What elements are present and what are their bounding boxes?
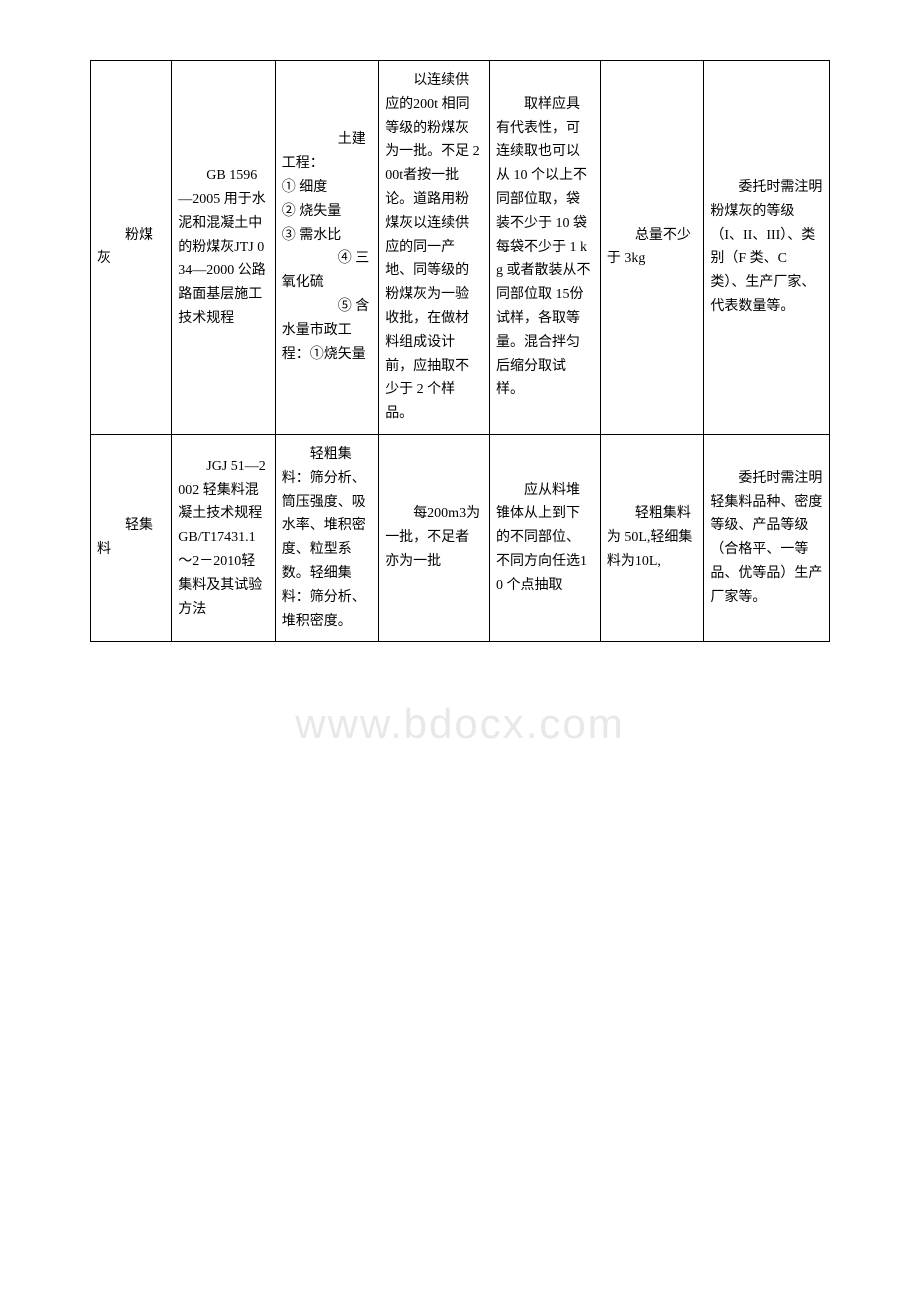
table-cell: 委托时需注明粉煤灰的等级（I、II、III）、类别（F 类、C 类）、生产厂家、… [704,61,830,435]
table-cell: 取样应具有代表性，可连续取也可以从 10 个以上不同部位取，袋装不少于 10 袋… [490,61,601,435]
table-cell: 以连续供应的200t 相同等级的粉煤灰为一批。不足 200t者按一批论。道路用粉… [379,61,490,435]
table-cell: GB 1596—2005 用于水泥和混凝土中的粉煤灰JTJ 034—2000 公… [172,61,275,435]
cell-text: ⑤ 含水量市政工程：①烧矢量 [282,295,372,366]
table-cell: 轻集料 [91,434,172,641]
table-row: 轻集料 JGJ 51—2002 轻集料混凝土技术规程GB/T17431.1～2－… [91,434,830,641]
table-cell: 每200m3为一批，不足者亦为一批 [379,434,490,641]
table-cell: 总量不少于 3kg [600,61,703,435]
table-cell: 应从料堆锥体从上到下的不同部位、不同方向任选10 个点抽取 [490,434,601,641]
cell-text: 土建工程：① 细度② 烧失量③ 需水比 [282,128,372,247]
table-cell: 轻粗集料为 50L,轻细集料为10L, [600,434,703,641]
table-cell: 委托时需注明轻集料品种、密度等级、产品等级（合格平、一等品、优等品）生产厂家等。 [704,434,830,641]
table-cell: 轻粗集料：筛分析、筒压强度、吸水率、堆积密度、粒型系数。轻细集料：筛分析、堆积密… [275,434,378,641]
table-cell: JGJ 51—2002 轻集料混凝土技术规程GB/T17431.1～2－2010… [172,434,275,641]
table-cell: 土建工程：① 细度② 烧失量③ 需水比 ④ 三氧化硫 ⑤ 含水量市政工程：①烧矢… [275,61,378,435]
watermark-text: www.bdocx.com [295,700,624,748]
table-row: 粉煤灰 GB 1596—2005 用于水泥和混凝土中的粉煤灰JTJ 034—20… [91,61,830,435]
cell-text: ④ 三氧化硫 [282,247,372,295]
materials-table: 粉煤灰 GB 1596—2005 用于水泥和混凝土中的粉煤灰JTJ 034—20… [90,60,830,642]
table-cell: 粉煤灰 [91,61,172,435]
